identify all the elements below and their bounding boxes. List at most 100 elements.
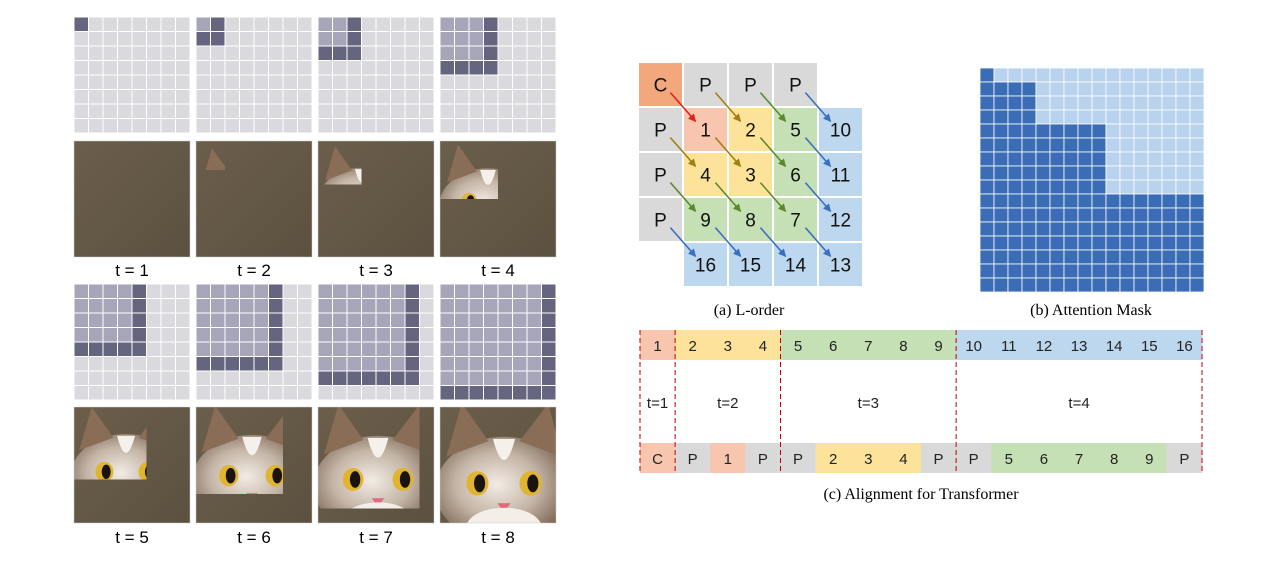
grid-cell — [88, 16, 104, 32]
mask-cell — [1189, 95, 1205, 111]
cat-ear-left — [79, 407, 114, 451]
mask-cell — [1021, 81, 1037, 97]
grid-cell — [468, 89, 484, 105]
grid-cell — [102, 74, 118, 90]
grid-cell — [404, 89, 420, 105]
mask-cell — [1119, 179, 1135, 195]
grid-cell — [526, 327, 542, 343]
mask-cell — [1077, 207, 1093, 223]
grid-cell — [439, 341, 455, 357]
input-token: 4 — [885, 443, 922, 473]
mask-cell — [1133, 263, 1149, 279]
mask-cell — [1007, 123, 1023, 139]
mask-cell — [1189, 165, 1205, 181]
grid-cell — [239, 16, 255, 32]
mask-cell — [1049, 95, 1065, 111]
mask-cell — [1133, 179, 1149, 195]
mask-cell — [993, 109, 1009, 125]
l-order-arrow — [669, 92, 697, 123]
mask-cell — [1119, 207, 1135, 223]
mask-cell — [1161, 67, 1177, 83]
grid-cell — [332, 45, 348, 61]
mask-cell — [1063, 221, 1079, 237]
cell-label: 7 — [790, 211, 801, 232]
grid-cell — [375, 298, 391, 314]
mask-cell — [1175, 95, 1191, 111]
grid-cell — [419, 45, 435, 61]
grid-cell — [390, 118, 406, 134]
token-box — [885, 443, 922, 473]
grid-cell — [117, 283, 133, 299]
token-grid-step-4 — [439, 16, 557, 134]
grid-cell — [483, 312, 499, 328]
grid-cell — [375, 16, 391, 32]
token-label: 9 — [934, 338, 942, 355]
token-label: P — [793, 451, 803, 468]
grid-cell — [454, 327, 470, 343]
token-label: 1 — [724, 451, 732, 468]
mask-cell — [1105, 67, 1121, 83]
grid-cell — [282, 370, 298, 386]
mask-cell — [1077, 193, 1093, 209]
mask-cell — [1063, 109, 1079, 125]
grid-cell — [224, 60, 240, 76]
grid-cell — [175, 45, 191, 61]
mask-cell — [1049, 137, 1065, 153]
token-box — [850, 330, 887, 360]
mask-cell — [1119, 81, 1135, 97]
grid-cell — [541, 370, 557, 386]
grid-cell — [419, 370, 435, 386]
grid-cell — [239, 103, 255, 119]
grid-cell — [346, 16, 362, 32]
grid-cell — [468, 341, 484, 357]
grid-cell — [541, 385, 557, 401]
grid-cell — [346, 283, 362, 299]
grid-cell — [282, 103, 298, 119]
grid-cell — [268, 341, 284, 357]
mask-cell — [1147, 67, 1163, 83]
token-label: 3 — [864, 451, 872, 468]
grid-cell — [239, 370, 255, 386]
mask-cell — [1077, 179, 1093, 195]
grid-cell — [131, 312, 147, 328]
target-token: 12 — [1026, 330, 1062, 360]
grid-cell — [468, 327, 484, 343]
mask-cell — [1021, 193, 1037, 209]
mask-cell — [1077, 235, 1093, 251]
grid-cell — [73, 74, 89, 90]
grid-cell — [160, 283, 176, 299]
grid-cell — [346, 89, 362, 105]
grid-cell — [73, 89, 89, 105]
alignment-caption: (c) Alignment for Transformer — [823, 486, 1019, 503]
mask-cell — [1161, 151, 1177, 167]
generated-image-step-5 — [73, 406, 191, 524]
mask-cell — [1105, 123, 1121, 139]
grid-cell — [439, 45, 455, 61]
grid-cell — [375, 118, 391, 134]
cat-pupil-right — [272, 467, 283, 484]
grid-cell — [268, 45, 284, 61]
grid-cell — [375, 385, 391, 401]
generated-image-step-8 — [439, 406, 557, 524]
l-order-arrow — [804, 137, 832, 168]
target-token: 2 — [675, 330, 711, 360]
mask-cell — [993, 263, 1009, 279]
token-label: 1 — [653, 338, 661, 355]
mask-cell — [1077, 151, 1093, 167]
token-box — [780, 443, 817, 473]
grid-cell — [483, 356, 499, 372]
mask-cell — [979, 179, 995, 195]
grid-cell — [131, 16, 147, 32]
mask-cell — [1133, 165, 1149, 181]
grid-cell — [454, 312, 470, 328]
grid-cell — [224, 118, 240, 134]
grid-cell — [439, 327, 455, 343]
grid-cell — [117, 16, 133, 32]
mask-cell — [1161, 221, 1177, 237]
mask-cell — [1147, 123, 1163, 139]
group-label: t=4 — [1068, 395, 1089, 412]
mask-cell — [1119, 193, 1135, 209]
token-label: 7 — [864, 338, 872, 355]
mask-cell — [1133, 81, 1149, 97]
grid-cell — [282, 60, 298, 76]
